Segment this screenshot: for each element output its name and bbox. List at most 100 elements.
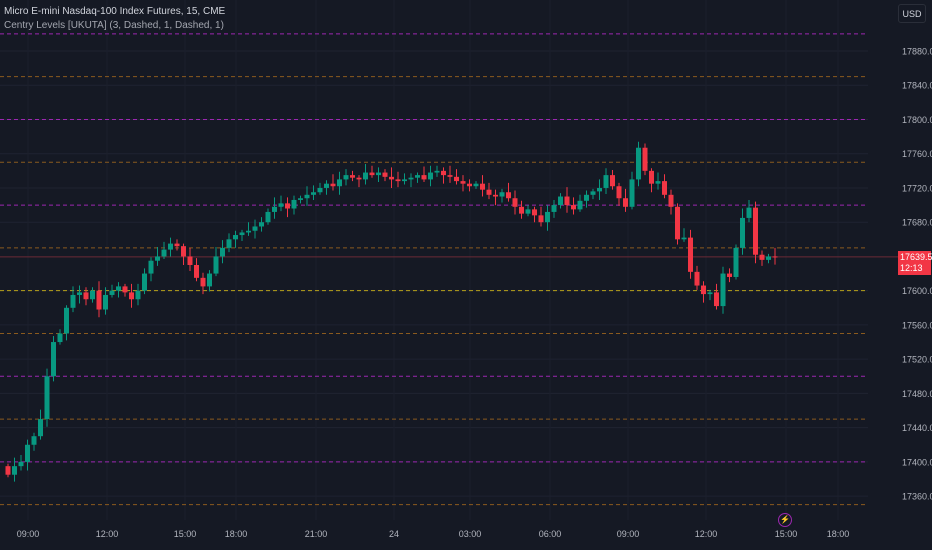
symbol-title[interactable]: Micro E-mini Nasdaq-100 Index Futures, 1… — [4, 6, 226, 17]
candle-down — [623, 198, 628, 207]
candle-up — [558, 196, 563, 206]
candle-up — [473, 183, 479, 187]
candle-up — [376, 172, 381, 176]
candle-up — [278, 203, 284, 207]
candle-up — [720, 273, 726, 307]
candle-down — [610, 175, 615, 187]
candle-up — [766, 256, 771, 260]
candle-down — [369, 172, 375, 176]
candle-up — [64, 307, 69, 334]
candle-up — [272, 206, 277, 212]
candle-down — [441, 170, 446, 176]
candle-up — [499, 192, 505, 197]
candle-down — [753, 207, 758, 255]
candle-up — [597, 187, 602, 192]
candle-up — [77, 292, 82, 295]
y-tick-label: 17800.00 — [902, 115, 932, 125]
candle-down — [701, 285, 706, 295]
x-tick-label: 03:00 — [459, 529, 482, 539]
candle-down — [350, 175, 355, 178]
candle-down — [187, 256, 193, 265]
candle-down — [447, 175, 453, 177]
candle-down — [519, 206, 524, 214]
x-tick-label: 12:00 — [96, 529, 119, 539]
candle-up — [135, 290, 141, 300]
candle-up — [603, 175, 609, 188]
y-tick-label: 17480.00 — [902, 389, 932, 399]
x-tick-label: 24 — [389, 529, 399, 539]
candle-up — [740, 217, 745, 248]
candle-up — [311, 192, 316, 195]
candle-up — [51, 342, 56, 377]
candle-up — [239, 232, 245, 236]
candle-up — [142, 273, 147, 291]
candle-up — [304, 194, 310, 199]
candle-down — [714, 292, 719, 307]
candle-down — [493, 194, 498, 197]
y-tick-label: 17560.00 — [902, 320, 932, 330]
candle-up — [259, 222, 264, 227]
candle-down — [662, 181, 667, 195]
candle-down — [694, 271, 700, 286]
candle-down — [382, 172, 388, 177]
y-tick-label: 17880.00 — [902, 47, 932, 57]
candle-down — [330, 183, 336, 187]
candle-down — [122, 286, 128, 293]
candle-down — [486, 189, 492, 195]
candle-up — [12, 466, 17, 475]
lightning-icon[interactable]: ⚡ — [778, 513, 792, 527]
candle-up — [220, 247, 225, 257]
y-tick-label: 17840.00 — [902, 81, 932, 91]
candle-down — [5, 466, 11, 475]
chart-legend: Micro E-mini Nasdaq-100 Index Futures, 1… — [4, 5, 225, 33]
candle-down — [83, 292, 89, 300]
candle-up — [577, 200, 583, 210]
candle-up — [629, 179, 635, 207]
candle-down — [181, 246, 186, 257]
candle-up — [44, 376, 50, 420]
candle-down — [532, 209, 537, 216]
candle-up — [707, 292, 713, 295]
candle-up — [103, 294, 108, 310]
candle-up — [18, 461, 24, 467]
candle-up — [733, 247, 739, 277]
candle-up — [246, 230, 251, 233]
candle-down — [675, 206, 680, 240]
candle-down — [642, 147, 648, 171]
candle-up — [525, 209, 531, 214]
candle-down — [571, 205, 576, 210]
candle-down — [467, 183, 472, 187]
candle-up — [90, 290, 95, 300]
candle-up — [636, 147, 641, 180]
candle-up — [324, 183, 329, 188]
candle-up — [155, 256, 160, 261]
indicator-label[interactable]: Centry Levels [UKUTA] (3, Dashed, 1, Das… — [4, 20, 224, 31]
candle-up — [38, 419, 43, 437]
candle-down — [460, 181, 466, 184]
candle-up — [551, 205, 557, 212]
candle-up — [363, 172, 368, 180]
candle-up — [545, 211, 550, 223]
candle-up — [31, 436, 37, 445]
candle-up — [57, 333, 63, 343]
candle-up — [207, 273, 212, 287]
candle-up — [343, 175, 349, 180]
x-tick-label: 15:00 — [174, 529, 197, 539]
candle-up — [402, 179, 407, 182]
y-tick-label: 17360.00 — [902, 492, 932, 502]
candle-up — [25, 444, 30, 462]
candle-down — [421, 175, 427, 180]
x-tick-label: 09:00 — [617, 529, 640, 539]
candle-down — [759, 254, 765, 260]
x-tick-label: 21:00 — [305, 529, 328, 539]
candle-up — [317, 187, 323, 193]
candle-up — [298, 198, 303, 200]
candle-down — [772, 256, 778, 258]
currency-button[interactable]: USD — [898, 4, 926, 23]
candle-up — [408, 177, 414, 180]
candle-up — [109, 290, 115, 295]
candle-down — [285, 203, 290, 209]
candle-down — [356, 177, 362, 180]
candle-down — [454, 176, 459, 182]
